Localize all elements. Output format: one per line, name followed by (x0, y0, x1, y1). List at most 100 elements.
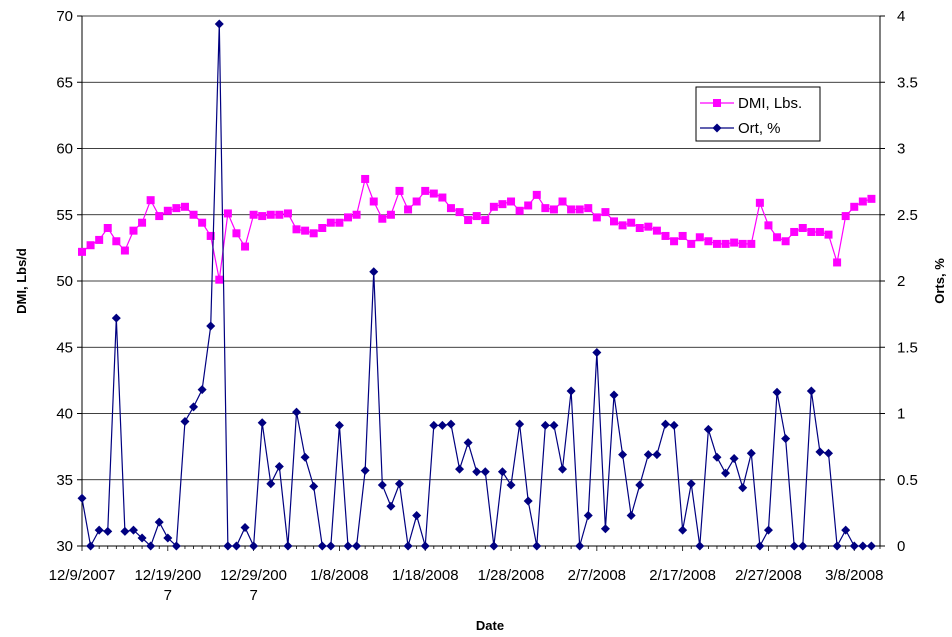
data-point (678, 525, 688, 535)
data-point (532, 541, 542, 551)
y-right-tick-label: 3 (897, 141, 905, 158)
data-point (601, 208, 610, 217)
data-point (111, 313, 121, 323)
data-point (86, 241, 95, 250)
data-point (266, 479, 276, 489)
data-point (180, 416, 190, 426)
data-point (773, 233, 782, 242)
data-point (206, 321, 216, 331)
data-point (549, 420, 559, 430)
y-right-tick-label: 2 (897, 273, 905, 290)
data-point (738, 239, 747, 248)
data-point (498, 200, 507, 209)
data-point (120, 526, 130, 536)
data-point (712, 452, 722, 462)
data-point (867, 194, 876, 203)
data-point (94, 525, 104, 535)
data-point (627, 218, 636, 227)
data-point (369, 267, 379, 277)
data-point (189, 402, 199, 412)
x-tick-label: 3/8/2008 (825, 567, 883, 584)
data-point (772, 387, 782, 397)
data-point (618, 450, 628, 460)
data-point (515, 419, 525, 429)
data-point (609, 390, 619, 400)
y-left-tick-label: 50 (56, 273, 73, 290)
data-point (103, 526, 113, 536)
data-point (215, 275, 224, 284)
data-point (438, 193, 447, 202)
x-tick-label-wrap: 7 (249, 587, 257, 604)
data-point (241, 242, 250, 251)
data-point (171, 541, 181, 551)
x-tick-label: 12/9/2007 (49, 567, 116, 584)
data-point (815, 447, 825, 457)
data-point (635, 224, 644, 232)
data-point (789, 541, 799, 551)
data-point (429, 420, 439, 430)
data-point (455, 208, 464, 217)
data-point (318, 224, 327, 232)
data-point (292, 225, 301, 234)
data-point (497, 467, 507, 477)
data-point (626, 511, 636, 521)
x-tick-label: 1/18/2008 (392, 567, 459, 584)
data-point (618, 221, 627, 230)
data-point (824, 448, 834, 458)
y-left-tick-label: 60 (56, 141, 73, 158)
data-point (858, 541, 868, 551)
x-tick-label: 2/17/2008 (649, 567, 716, 584)
data-point (86, 541, 96, 551)
data-point (103, 224, 112, 232)
left-axis-ticks: 30 35 40 45 50 55 60 65 70 (56, 8, 82, 555)
data-point (283, 541, 293, 551)
data-point (481, 216, 490, 225)
y-axis-left-title: DMI, Lbs/d (14, 248, 29, 314)
data-point (412, 197, 421, 206)
x-tick-label-wrap: 7 (164, 587, 172, 604)
data-point (404, 205, 413, 214)
data-point (112, 237, 121, 246)
x-tick-label: 2/27/2008 (735, 567, 802, 584)
data-point (189, 210, 198, 219)
y-left-tick-label: 35 (56, 472, 73, 489)
data-point (283, 209, 292, 218)
data-point (755, 541, 765, 551)
data-point (584, 204, 593, 213)
data-point (635, 480, 645, 490)
y-right-tick-label: 0 (897, 538, 905, 555)
data-point (755, 198, 764, 207)
data-point (686, 479, 696, 489)
y-right-tick-label: 1.5 (897, 339, 918, 356)
data-point (429, 189, 438, 198)
data-point (661, 231, 670, 240)
data-point (395, 186, 404, 195)
y-right-tick-label: 4 (897, 8, 905, 25)
data-point (369, 197, 378, 206)
y-left-tick-label: 45 (56, 339, 73, 356)
data-point (326, 218, 335, 227)
data-point (695, 233, 704, 242)
data-point (155, 212, 164, 221)
y-left-tick-label: 65 (56, 74, 73, 91)
data-point (446, 204, 455, 213)
data-point (541, 204, 550, 213)
data-point (652, 226, 661, 235)
data-point (138, 218, 147, 227)
data-point (575, 541, 585, 551)
legend-ort-marker (712, 123, 722, 133)
data-point (721, 239, 730, 248)
data-point (240, 522, 250, 532)
data-point (678, 231, 687, 240)
y-right-tick-label: 3.5 (897, 74, 918, 91)
data-point (361, 174, 370, 183)
data-point (798, 541, 808, 551)
x-tick-label: 1/28/2008 (478, 567, 545, 584)
data-point (730, 238, 739, 247)
data-point (386, 501, 396, 511)
right-axis-ticks: 0 0.5 1 1.5 2 2.5 3 3.5 4 (880, 8, 918, 555)
data-point (807, 227, 816, 236)
data-point (343, 541, 353, 551)
data-point (249, 210, 258, 219)
data-point (292, 407, 302, 417)
